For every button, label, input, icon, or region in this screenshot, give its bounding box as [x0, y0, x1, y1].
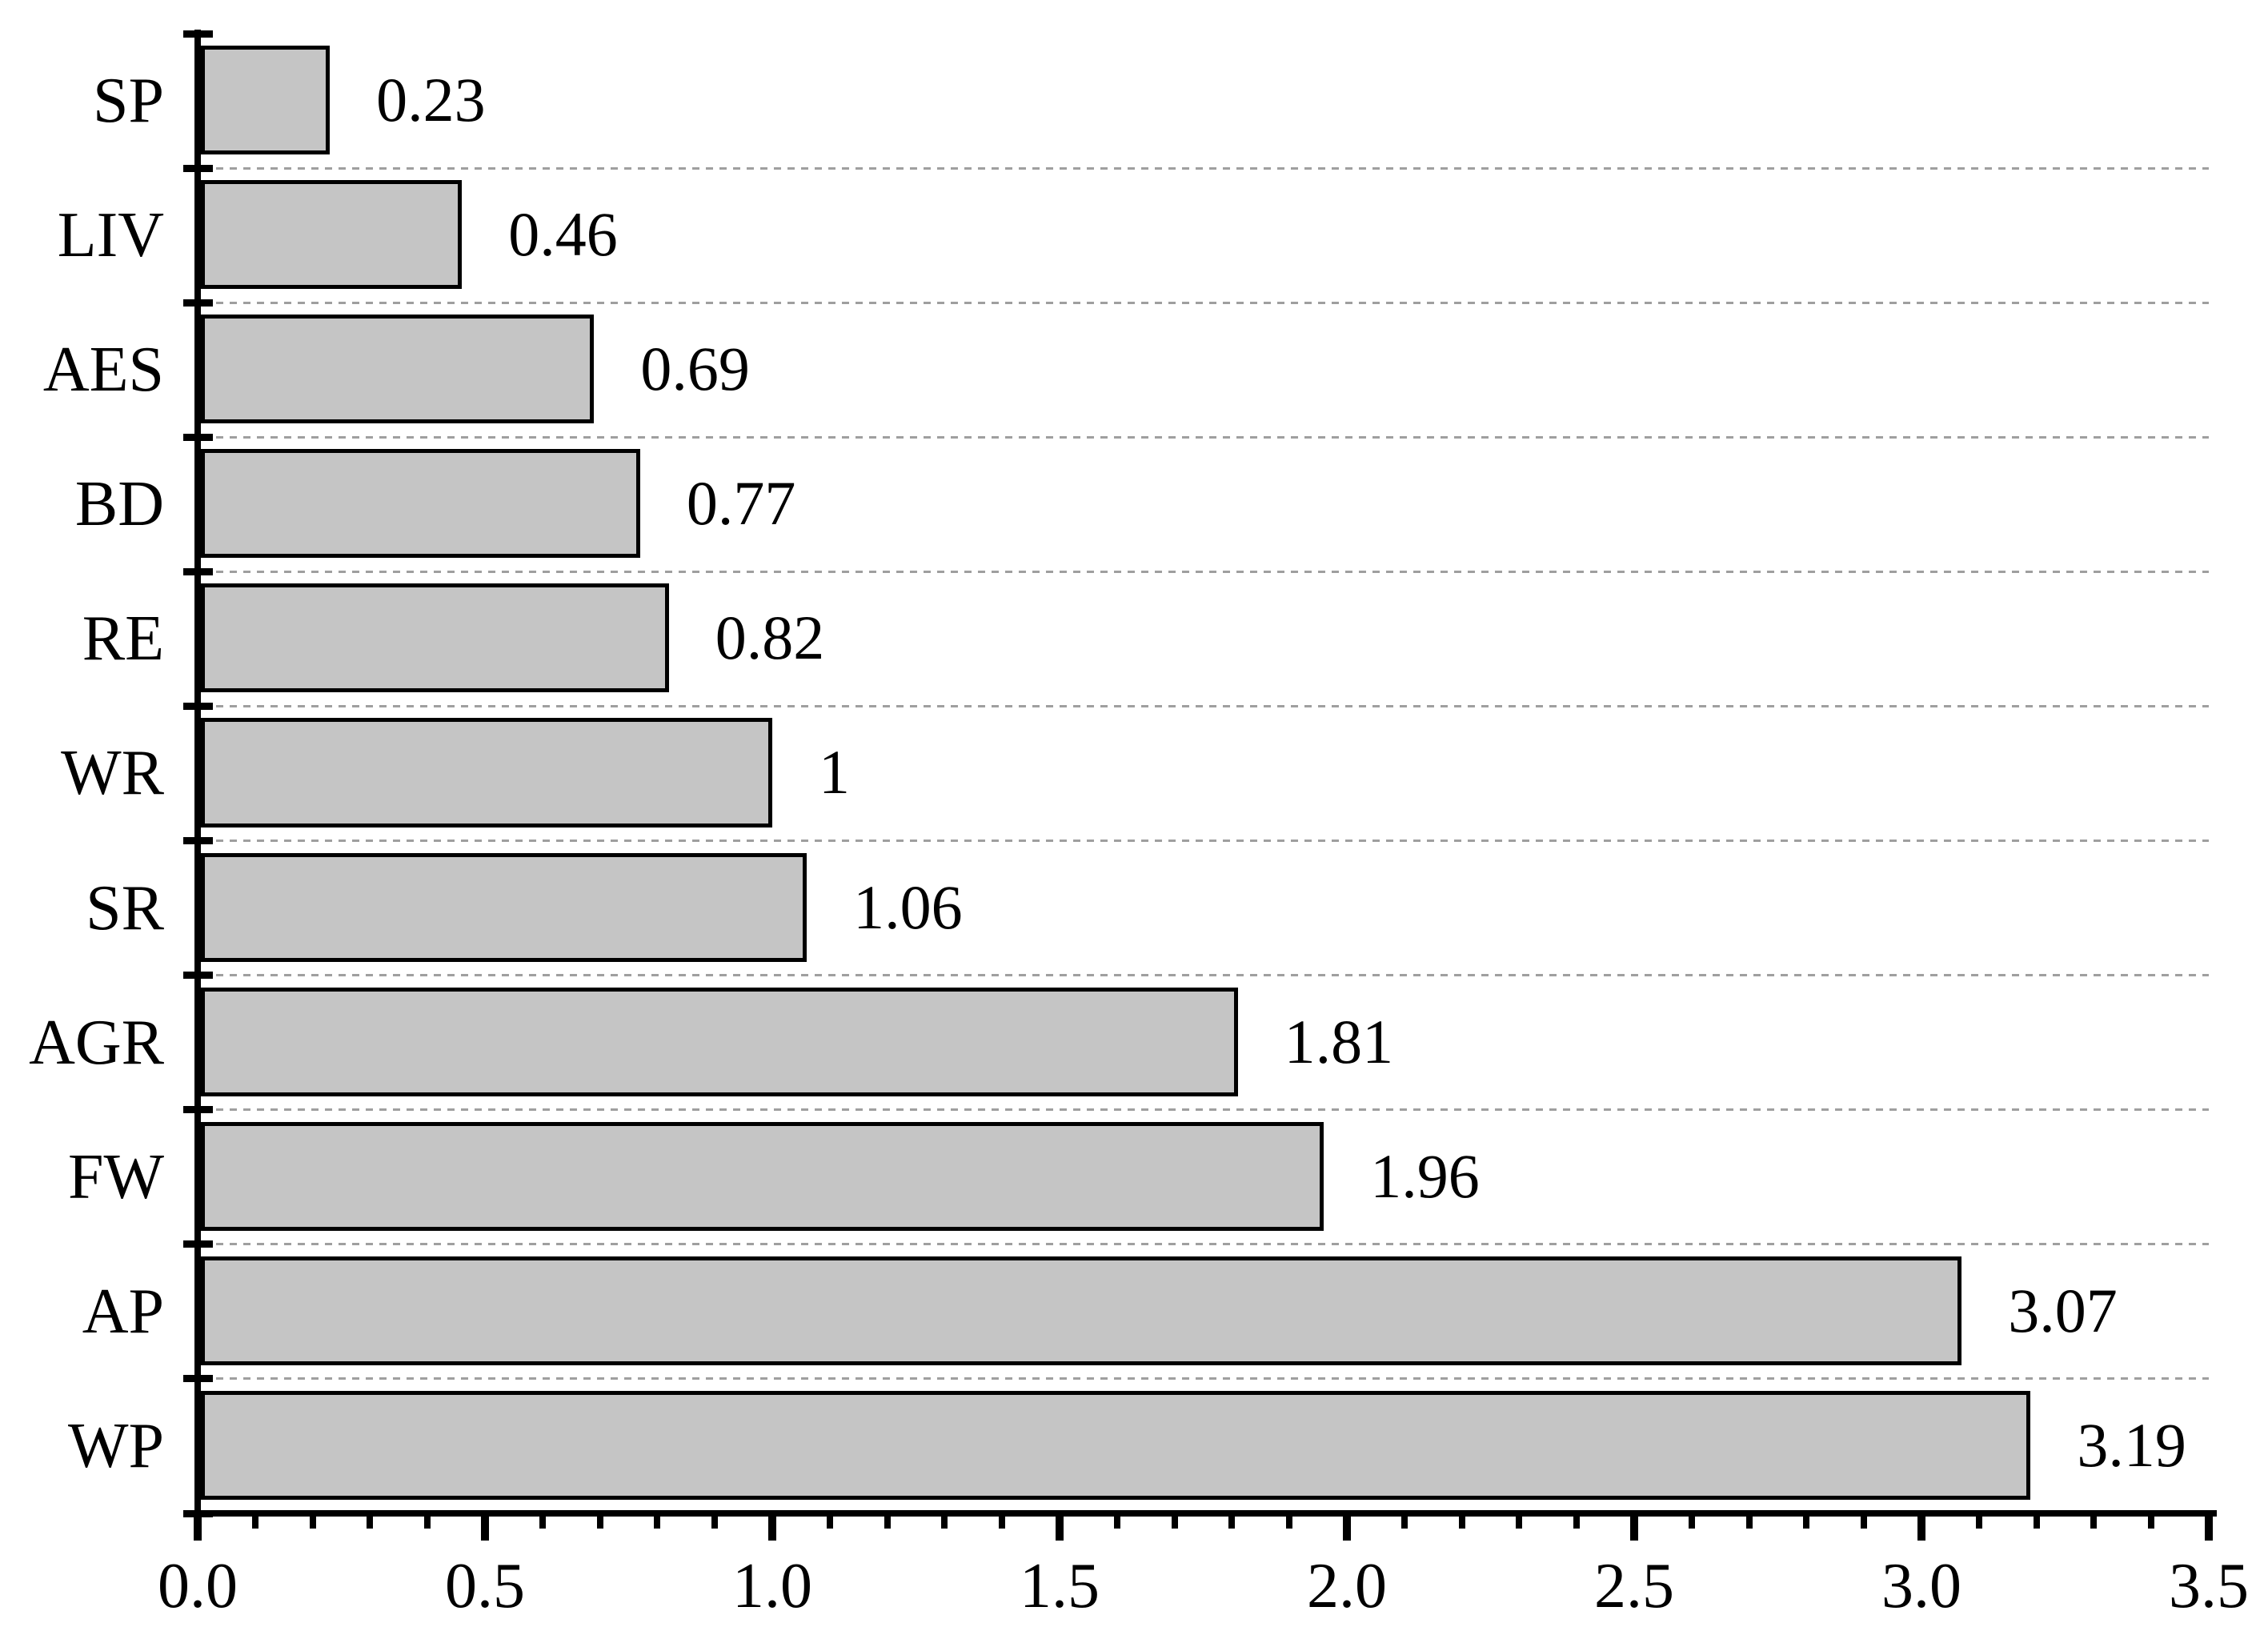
x-major-tick — [768, 1513, 776, 1541]
bar — [201, 1256, 1962, 1365]
bar — [201, 180, 463, 290]
bar-value-label: 1.06 — [853, 872, 963, 942]
x-minor-tick — [596, 1513, 603, 1529]
y-axis-line — [194, 30, 201, 1541]
category-label: FW — [68, 1141, 164, 1212]
x-major-tick — [1917, 1513, 1925, 1541]
gridline — [202, 1108, 2209, 1112]
category-label: WR — [61, 738, 164, 809]
bar-value-label: 0.69 — [640, 334, 750, 404]
x-minor-tick — [1400, 1513, 1408, 1529]
x-minor-tick — [1573, 1513, 1581, 1529]
x-major-tick — [481, 1513, 489, 1541]
category-label: SP — [93, 66, 164, 137]
x-minor-tick — [424, 1513, 431, 1529]
gridline — [202, 840, 2209, 843]
bar — [201, 718, 772, 828]
gridline — [202, 974, 2209, 977]
x-tick-label: 3.0 — [1881, 1551, 1961, 1621]
bar — [201, 852, 807, 962]
x-minor-tick — [1975, 1513, 1982, 1529]
category-label: SR — [86, 872, 164, 944]
bar-value-label: 1 — [819, 737, 850, 807]
x-minor-tick — [884, 1513, 891, 1529]
bar-value-label: 1.81 — [1284, 1006, 1394, 1076]
x-minor-tick — [251, 1513, 258, 1529]
x-minor-tick — [1861, 1513, 1868, 1529]
bar-value-label: 3.19 — [2077, 1409, 2186, 1480]
bar-value-label: 0.82 — [715, 603, 825, 673]
x-minor-tick — [1113, 1513, 1120, 1529]
x-tick-label: 1.0 — [732, 1551, 812, 1621]
x-major-tick — [1630, 1513, 1638, 1541]
bar — [201, 1121, 1324, 1231]
bar — [201, 987, 1238, 1096]
bar — [201, 315, 595, 424]
x-major-tick — [2205, 1513, 2213, 1541]
x-minor-tick — [1516, 1513, 1523, 1529]
x-minor-tick — [654, 1513, 661, 1529]
x-major-tick — [194, 1513, 202, 1541]
x-minor-tick — [1171, 1513, 1178, 1529]
gridline — [202, 166, 2209, 170]
bar-value-label: 3.07 — [2008, 1275, 2118, 1345]
category-label: WP — [68, 1410, 164, 1481]
gridline — [202, 435, 2209, 439]
gridline — [202, 570, 2209, 573]
x-tick-label: 3.5 — [2169, 1551, 2249, 1621]
bar-value-label: 1.96 — [1370, 1140, 1480, 1211]
x-minor-tick — [309, 1513, 316, 1529]
category-label: BD — [74, 469, 164, 540]
x-minor-tick — [941, 1513, 948, 1529]
x-minor-tick — [1458, 1513, 1465, 1529]
bar-value-label: 0.23 — [376, 65, 486, 135]
x-minor-tick — [711, 1513, 719, 1529]
x-minor-tick — [1228, 1513, 1236, 1529]
x-minor-tick — [999, 1513, 1006, 1529]
x-tick-label: 0.0 — [158, 1551, 238, 1621]
category-label: LIV — [57, 200, 164, 271]
gridline — [202, 1243, 2209, 1246]
x-minor-tick — [2090, 1513, 2098, 1529]
gridline — [202, 704, 2209, 707]
x-major-tick — [1056, 1513, 1064, 1541]
x-minor-tick — [1688, 1513, 1695, 1529]
bar-value-label: 0.77 — [686, 468, 796, 539]
x-minor-tick — [826, 1513, 833, 1529]
x-minor-tick — [1745, 1513, 1753, 1529]
x-minor-tick — [2033, 1513, 2040, 1529]
x-axis-line — [183, 1510, 2217, 1517]
x-minor-tick — [1286, 1513, 1293, 1529]
gridline — [202, 301, 2209, 304]
bar — [201, 1390, 2031, 1500]
gridline — [202, 1377, 2209, 1381]
bar-value-label: 0.46 — [508, 199, 618, 270]
bar — [201, 449, 640, 559]
x-tick-label: 2.0 — [1307, 1551, 1387, 1621]
bar — [201, 583, 669, 693]
x-minor-tick — [539, 1513, 546, 1529]
x-minor-tick — [367, 1513, 374, 1529]
category-label: AES — [42, 335, 164, 406]
bar — [201, 46, 331, 155]
x-minor-tick — [2148, 1513, 2155, 1529]
category-label: AP — [82, 1276, 164, 1347]
x-tick-label: 1.5 — [1020, 1551, 1100, 1621]
category-label: RE — [82, 603, 164, 675]
x-major-tick — [1343, 1513, 1351, 1541]
category-label: AGR — [29, 1007, 164, 1078]
x-tick-label: 0.5 — [445, 1551, 525, 1621]
x-tick-label: 2.5 — [1594, 1551, 1674, 1621]
x-minor-tick — [1803, 1513, 1810, 1529]
